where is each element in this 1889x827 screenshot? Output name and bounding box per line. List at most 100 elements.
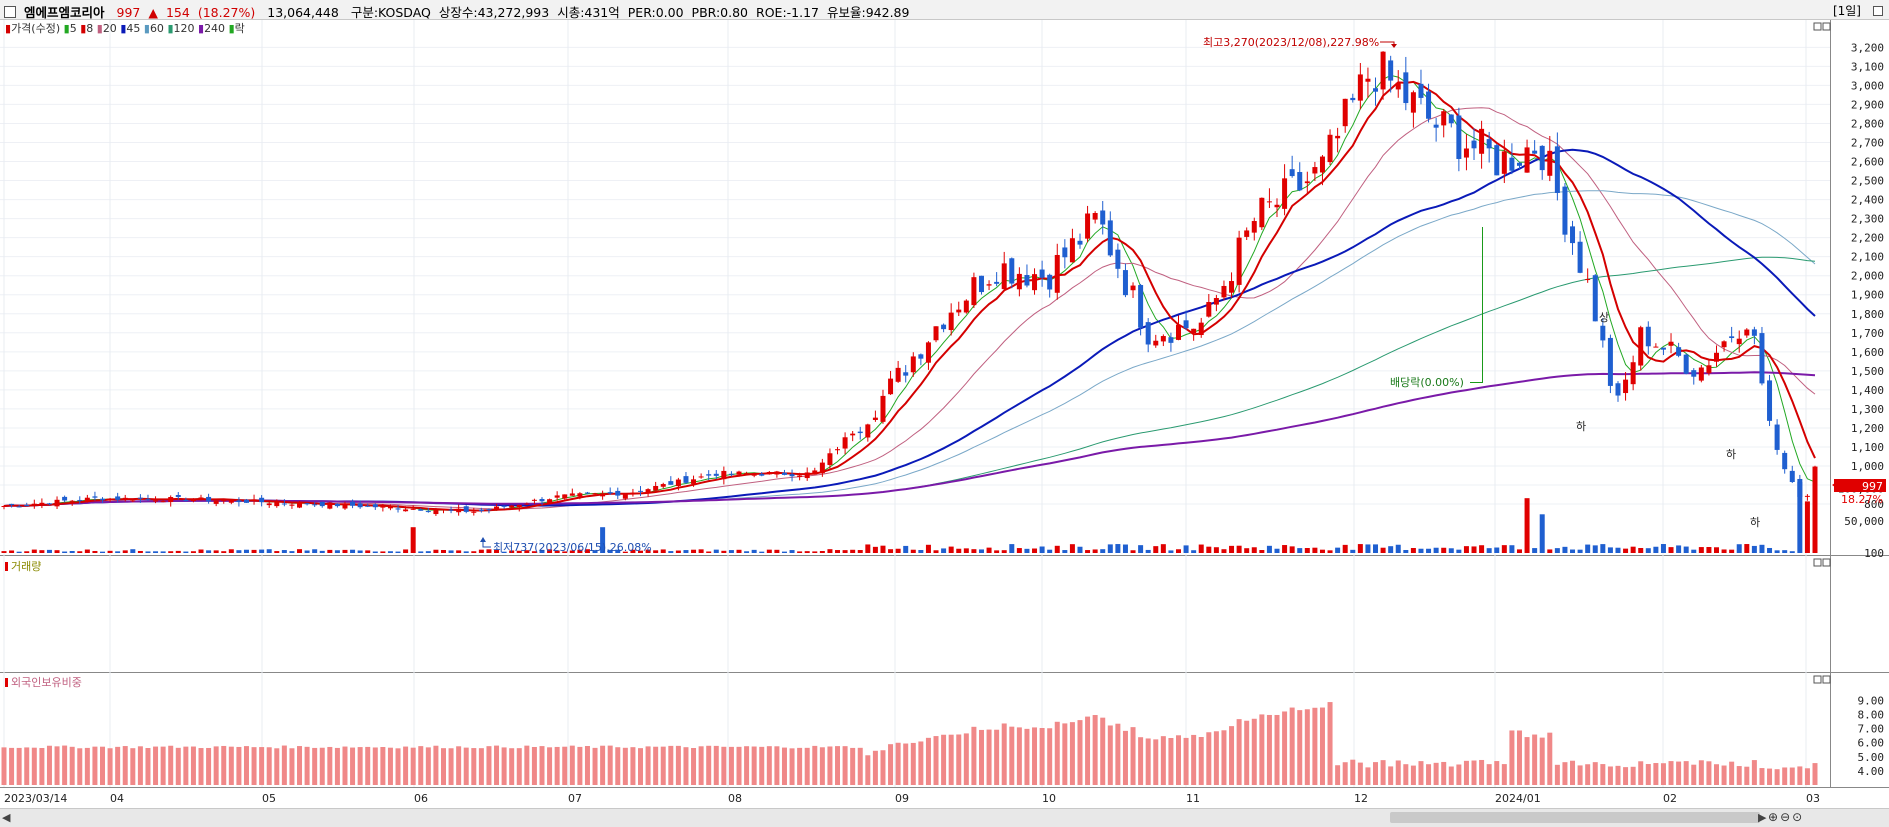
volume-bar xyxy=(751,549,757,553)
candle-body xyxy=(1683,354,1689,374)
volume-bar xyxy=(789,550,795,553)
scroll-left-icon[interactable]: ◀ xyxy=(2,811,11,824)
checkbox-icon[interactable] xyxy=(4,6,16,18)
candle-body xyxy=(77,499,83,501)
volume-bar xyxy=(1085,550,1091,553)
foreign-ratio-bar xyxy=(660,746,666,785)
foreign-ratio-bar xyxy=(1509,730,1515,785)
volume-panel-title: 거래량 xyxy=(11,560,41,573)
volume-bar xyxy=(1812,491,1818,553)
volume-bar xyxy=(46,549,52,553)
candle-body xyxy=(1282,178,1288,209)
zoom-out-icon[interactable]: ⊖ xyxy=(1780,810,1793,824)
candle-body xyxy=(137,497,143,499)
zoom-tools[interactable]: ⊕⊖⊙ xyxy=(1768,810,1804,824)
candle-body xyxy=(1524,147,1530,173)
foreign-ratio-bar xyxy=(1107,725,1113,785)
volume-bar xyxy=(948,546,954,553)
volume-bar xyxy=(1751,545,1757,553)
volume-bar xyxy=(1206,546,1212,553)
zoom-in-icon[interactable]: ⊕ xyxy=(1768,810,1781,824)
candle-body xyxy=(539,498,545,502)
foreign-ratio-bar xyxy=(1342,762,1348,785)
candle-body xyxy=(1653,346,1659,348)
volume-bar xyxy=(683,550,689,553)
candle-body xyxy=(683,476,689,483)
panel-controls[interactable] xyxy=(1813,22,1831,684)
x-axis-tick: 11 xyxy=(1186,792,1200,805)
candle-body xyxy=(1266,201,1272,203)
price-y-tick: 2,800 xyxy=(1851,117,1884,130)
zoom-reset-icon[interactable]: ⊙ xyxy=(1792,810,1805,824)
foreign-ratio-bar xyxy=(986,729,992,785)
foreign-ratio-bar xyxy=(365,746,371,785)
foreign-ratio-bar xyxy=(1206,732,1212,785)
foreign-ratio-bar xyxy=(592,747,598,785)
period-button[interactable]: [1일] xyxy=(1832,4,1861,18)
candle-body xyxy=(115,496,121,500)
scroll-thumb[interactable] xyxy=(1390,812,1760,823)
foreign-ratio-bar xyxy=(1077,720,1083,785)
candle-body xyxy=(751,473,757,476)
foreign-ratio-bar xyxy=(448,748,454,785)
volume-bar xyxy=(827,549,833,553)
foreign-ratio-bar xyxy=(675,745,681,785)
candle-body xyxy=(963,300,969,313)
market-cap: 시총:431억 xyxy=(557,5,620,20)
volume-bar xyxy=(978,549,984,553)
limit-down-marker-2: 하 xyxy=(1726,447,1736,461)
x-axis-tick: 10 xyxy=(1042,792,1056,805)
foreign-ratio-bar xyxy=(1676,761,1682,785)
candle-body xyxy=(1676,347,1682,356)
volume-bar xyxy=(622,551,628,553)
volume-bar xyxy=(1691,549,1697,553)
foreign-ratio-bar xyxy=(524,745,530,785)
horizontal-scrollbar[interactable]: ◀ ▶ ⊕⊖⊙ xyxy=(0,808,1889,827)
volume-bar xyxy=(1630,546,1636,553)
candle-body xyxy=(1373,88,1379,92)
candle-body xyxy=(251,499,257,501)
foreign-ratio-bar xyxy=(1130,727,1136,785)
foreign-ratio-bar xyxy=(1289,707,1295,785)
foreign-ratio-bar xyxy=(1175,735,1181,785)
volume-bar xyxy=(1410,548,1416,553)
candle-body xyxy=(547,499,553,504)
foreign-ratio-bar xyxy=(956,734,962,785)
foreign-ratio-bar xyxy=(77,748,83,785)
candle-body xyxy=(1085,213,1091,239)
price-y-tick: 1,400 xyxy=(1851,384,1884,397)
candle-body xyxy=(895,367,901,382)
volume-bar xyxy=(137,550,143,553)
volume-bar xyxy=(342,549,348,553)
foreign-ratio-bar xyxy=(1607,766,1613,785)
volume-bar xyxy=(122,550,128,553)
candle-body xyxy=(1304,181,1310,184)
foreign-ratio-bar xyxy=(1062,723,1068,785)
foreign-ratio-bar xyxy=(698,746,704,785)
volume-bar xyxy=(365,550,371,553)
candle-body xyxy=(1069,238,1075,263)
foreign-ratio-bar xyxy=(812,745,818,785)
window-control-icon[interactable] xyxy=(1873,6,1883,16)
candle-body xyxy=(531,499,537,501)
foreign-ratio-bar xyxy=(888,744,894,785)
candle-body xyxy=(1312,167,1318,174)
ma-line-8 xyxy=(3,80,1816,512)
candle-body xyxy=(62,496,68,501)
candle-body xyxy=(880,395,886,422)
candle-body xyxy=(1501,151,1507,174)
chart-canvas[interactable]: 8009001,0001,1001,2001,3001,4001,5001,60… xyxy=(0,0,1889,808)
volume-bar xyxy=(835,550,841,553)
foreign-ratio-bar xyxy=(1115,723,1121,785)
volume-bar xyxy=(494,549,500,553)
candle-body xyxy=(1774,424,1780,450)
foreign-ratio-bar xyxy=(410,747,416,785)
scroll-right-icon[interactable]: ▶ xyxy=(1758,811,1767,824)
foreign-ratio-bar xyxy=(1471,760,1477,785)
foreign-ratio-bar xyxy=(403,746,409,785)
candle-body xyxy=(1554,146,1560,193)
volume-bar xyxy=(1418,548,1424,553)
volume-bar xyxy=(1175,549,1181,553)
volume-bar xyxy=(660,549,666,553)
candle-body xyxy=(1698,367,1704,381)
